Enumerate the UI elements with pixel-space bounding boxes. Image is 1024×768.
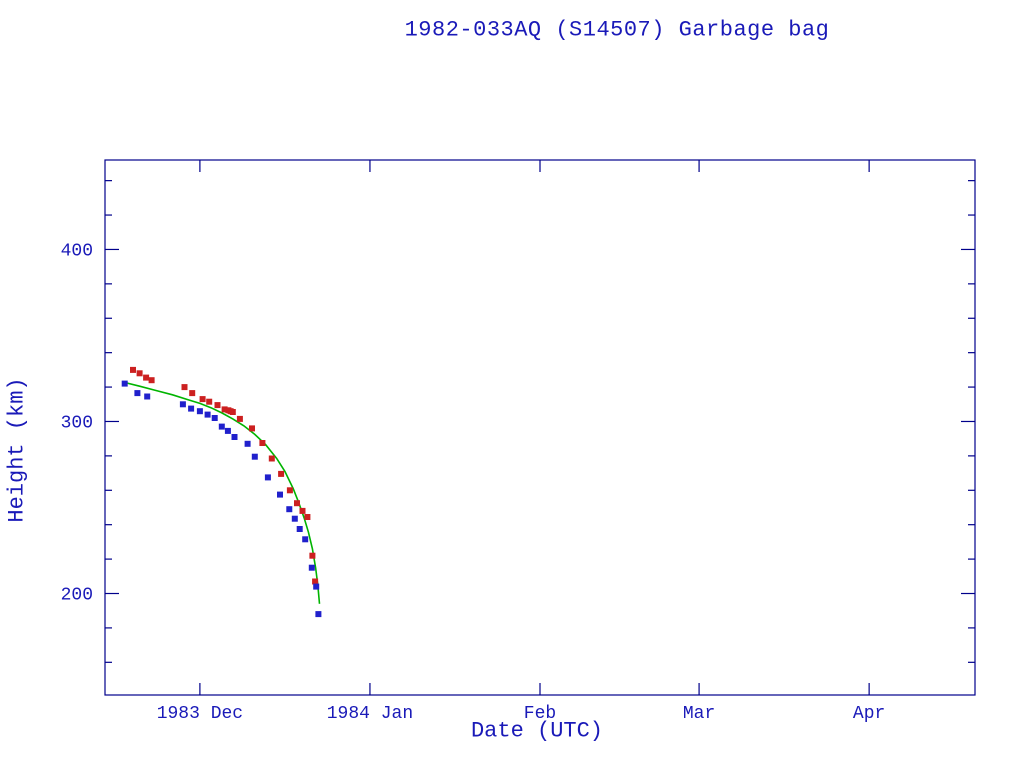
data-point-marker [189,390,196,397]
data-point-marker [251,453,258,460]
data-point-marker [134,390,141,397]
data-point-marker [121,380,128,387]
data-point-marker [204,411,211,418]
x-tick-label: Feb [524,704,556,724]
data-point-marker [315,611,322,618]
green-fit-line [125,382,321,604]
data-point-marker [218,423,225,430]
data-point-marker [249,425,255,432]
data-point-marker [278,470,285,477]
data-point-marker [302,536,309,543]
data-point-marker [308,564,315,571]
data-point-marker [136,370,143,377]
plot-border [104,159,976,696]
x-axis-label: Date (UTC) [470,718,604,744]
data-point-marker [286,487,293,494]
y-tick-label: 300 [61,413,93,433]
data-point-marker [264,474,271,481]
data-point-marker [229,409,236,415]
data-point-marker [244,440,251,447]
data-point-marker [259,440,266,446]
data-point-marker [211,415,218,421]
data-point-marker [179,401,186,408]
axis-frame [104,159,976,696]
data-point-marker [206,398,213,405]
x-tick-label: Mar [683,704,715,724]
data-point-marker [221,406,228,413]
data-point-marker [313,583,320,590]
data-point-marker [148,377,155,384]
data-point-marker [181,384,188,391]
data-point-marker [294,500,300,507]
data-point-marker [296,526,303,532]
data-point-marker [231,434,238,440]
red-squares-series [130,366,319,585]
data-point-marker [304,514,311,520]
data-point-marker [214,402,221,409]
x-tick-label: Apr [853,704,885,724]
tick-labels: 1983 Dec 1984 Jan Feb Mar Apr 200 300 400 [61,241,886,724]
x-tick-label: 1984 Jan [327,704,413,724]
y-tick-label: 200 [61,586,93,606]
data-point-marker [196,408,203,415]
data-point-marker [309,552,316,559]
data-point-marker [291,515,298,522]
data-point-marker [268,455,275,462]
data-point-marker [144,393,151,400]
data-point-marker [143,374,150,381]
data-point-marker [236,415,243,422]
data-point-marker [312,578,319,585]
y-tick-label: 400 [61,241,93,261]
chart-title: 1982-033AQ (S14507) Garbage bag [404,17,830,43]
data-point-marker [199,396,206,403]
data-point-marker [188,405,195,412]
blue-squares-series [121,380,322,618]
data-point-marker [277,491,283,498]
x-tick-label: 1983 Dec [157,704,243,724]
data-point-marker [299,507,306,514]
data-point-marker [224,427,231,434]
data-point-marker [286,506,293,513]
data-point-marker [130,366,136,373]
